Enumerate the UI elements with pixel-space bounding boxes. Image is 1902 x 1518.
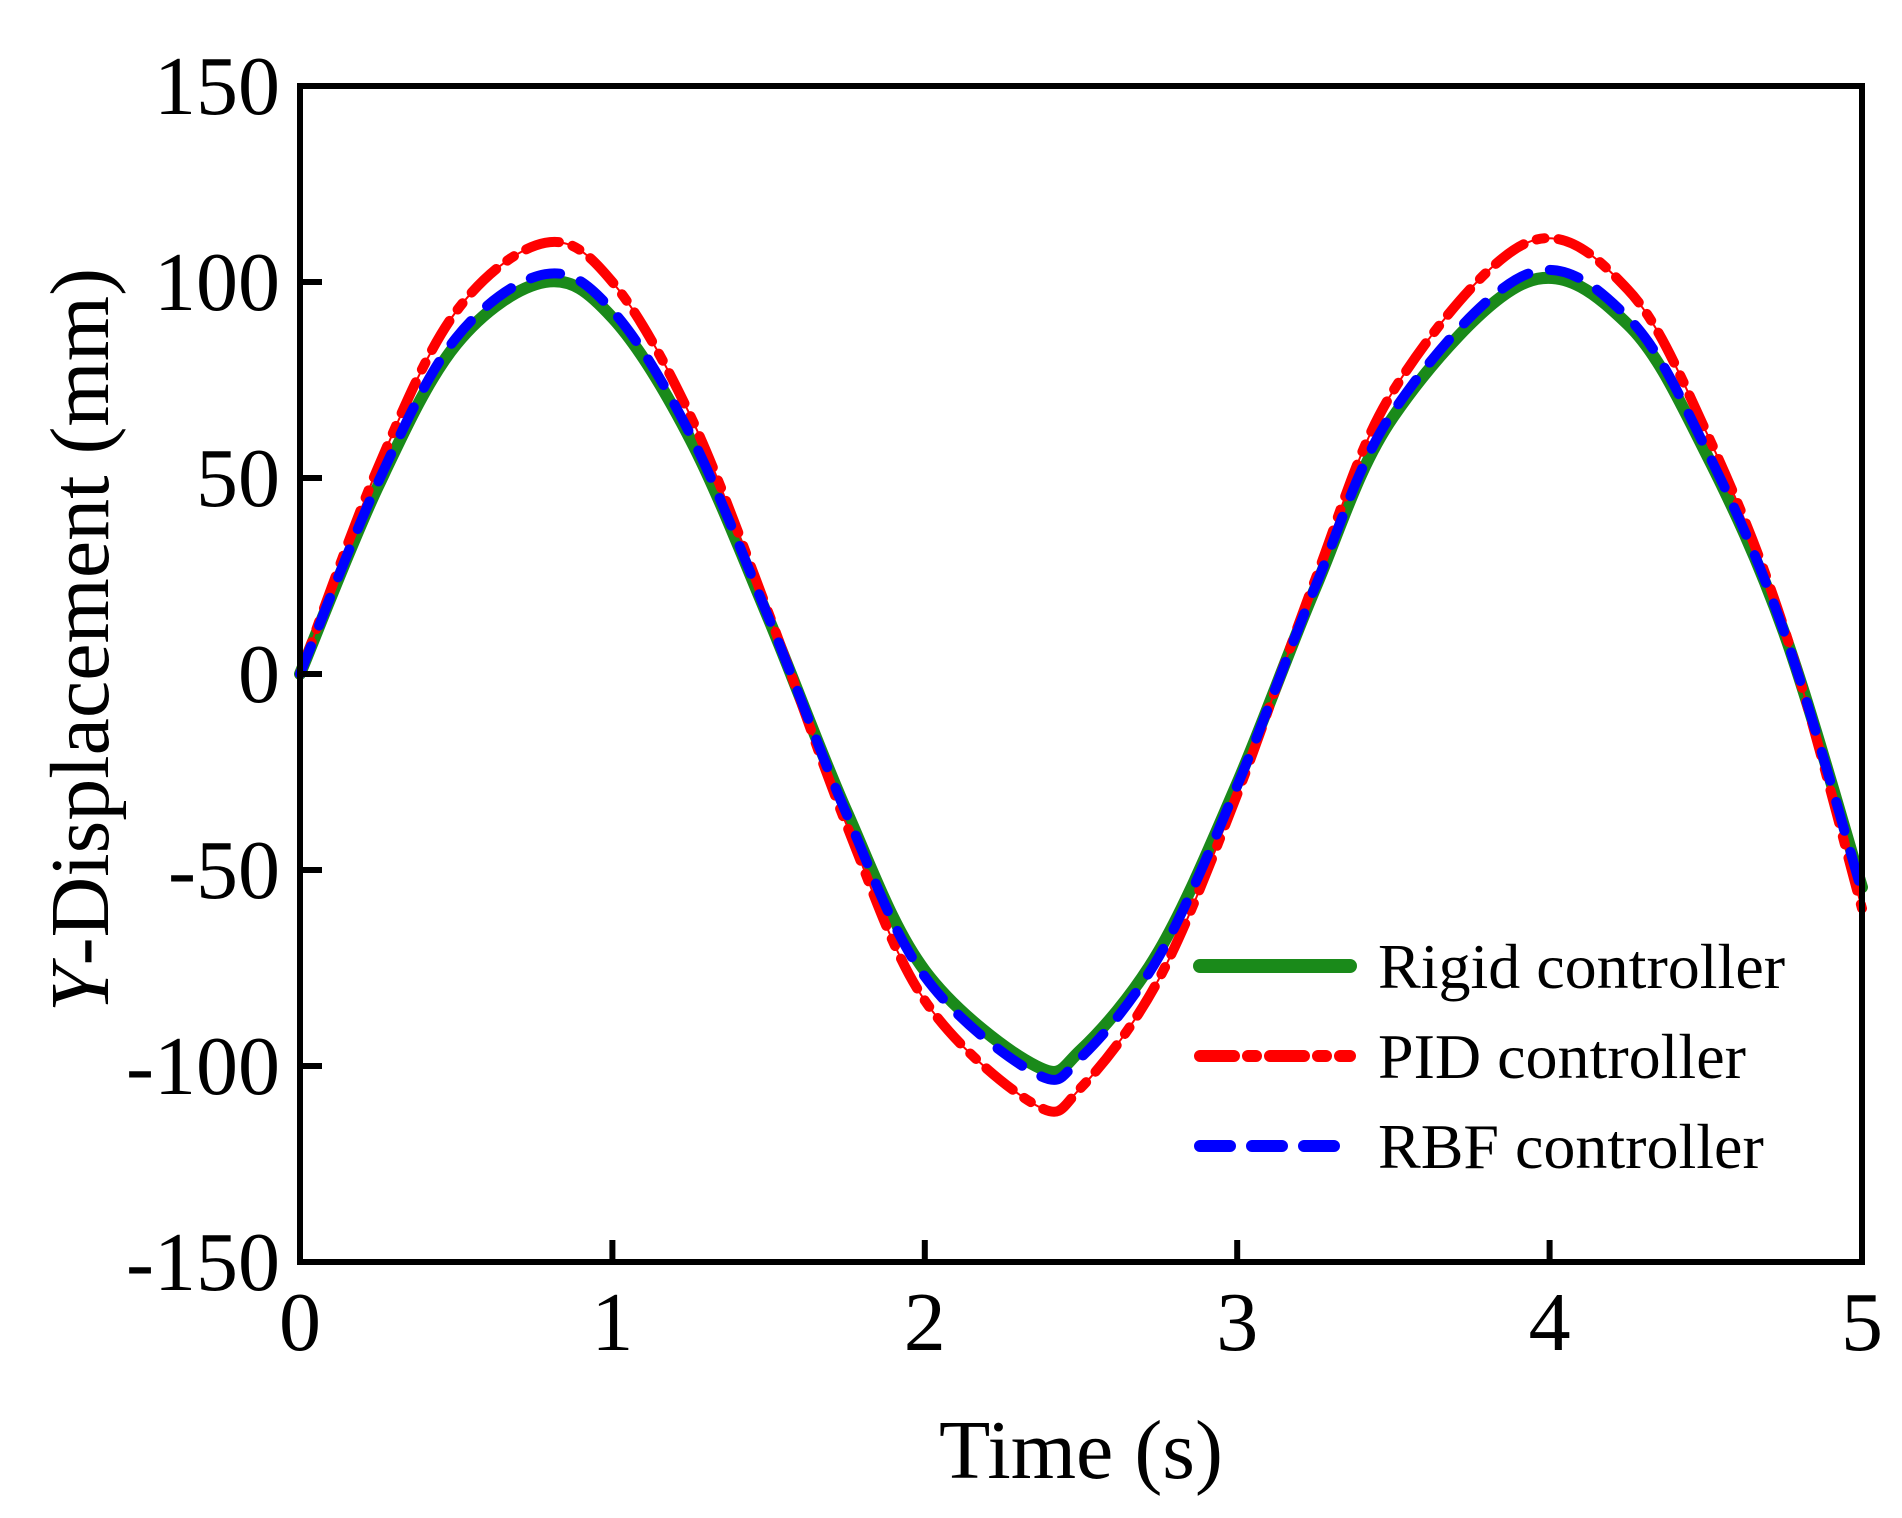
y-tick-label: -150: [126, 1216, 280, 1309]
x-tick-label: 5: [1841, 1276, 1883, 1369]
x-tick-label: 4: [1529, 1276, 1571, 1369]
x-axis-title: Time (s): [939, 1404, 1223, 1497]
legend-label: Rigid controller: [1378, 931, 1785, 1002]
legend-label: PID controller: [1378, 1021, 1746, 1092]
x-tick-label: 2: [904, 1276, 946, 1369]
y-axis-title: Y-Displacement (mm): [34, 268, 127, 1012]
series-line-rbf-controller: [295, 264, 1867, 1085]
series-line-pid-controller: [295, 233, 1867, 1117]
legend-label: RBF controller: [1378, 1111, 1764, 1182]
y-tick-label: -50: [168, 824, 280, 917]
y-tick-label: 150: [154, 40, 280, 133]
y-tick-label: -100: [126, 1020, 280, 1113]
y-tick-label: 50: [196, 432, 280, 525]
x-tick-label: 1: [591, 1276, 633, 1369]
y-tick-label: 100: [154, 236, 280, 329]
y-tick-label: 0: [238, 628, 280, 721]
x-tick-label: 0: [279, 1276, 321, 1369]
x-tick-label: 3: [1216, 1276, 1258, 1369]
